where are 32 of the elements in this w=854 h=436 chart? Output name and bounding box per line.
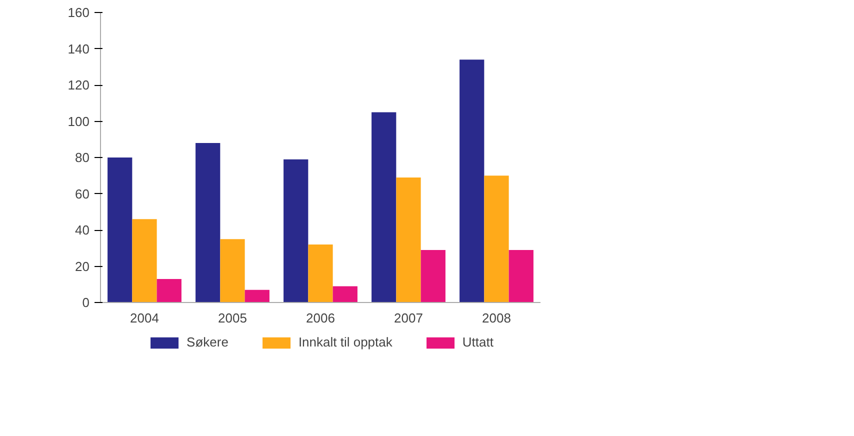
legend-label: Innkalt til opptak xyxy=(298,334,392,350)
bar xyxy=(308,244,333,302)
bar xyxy=(396,177,421,302)
bar xyxy=(220,239,245,302)
bar xyxy=(244,290,270,302)
x-tick-label: 2006 xyxy=(306,310,335,326)
y-tick-label: 0 xyxy=(82,295,90,310)
y-tick-label: 40 xyxy=(75,222,90,238)
y-tick-label: 100 xyxy=(68,114,90,129)
bar xyxy=(508,250,534,302)
bar xyxy=(332,286,358,302)
legend-label: Uttatt xyxy=(462,334,494,350)
legend-label: Søkere xyxy=(186,334,228,350)
y-tick-label: 20 xyxy=(75,258,90,274)
bar xyxy=(460,60,484,302)
x-tick-label: 2005 xyxy=(218,310,247,326)
bar xyxy=(484,176,509,302)
bar xyxy=(156,278,182,302)
y-tick-label: 60 xyxy=(75,186,90,202)
x-tick-label: 2008 xyxy=(482,310,511,326)
y-tick-label: 160 xyxy=(68,5,90,20)
y-tick-label: 80 xyxy=(75,150,90,165)
bar xyxy=(284,159,308,302)
y-tick-label: 120 xyxy=(68,78,90,92)
y-tick-label: 140 xyxy=(68,41,90,56)
bar xyxy=(108,158,132,302)
bar xyxy=(420,250,446,302)
x-tick-label: 2007 xyxy=(394,310,423,326)
bar xyxy=(196,143,220,302)
x-tick-label: 2004 xyxy=(130,310,159,326)
bar xyxy=(372,112,396,302)
bar xyxy=(132,219,157,302)
